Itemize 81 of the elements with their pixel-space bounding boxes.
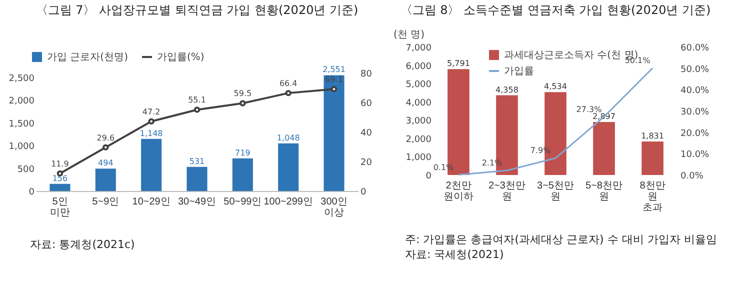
legend-label: 가입률(%) bbox=[157, 52, 204, 63]
y2-tick-label: 20 bbox=[360, 158, 372, 168]
y-tick-label: 0 bbox=[426, 172, 432, 182]
y-tick-label: 2,000 bbox=[406, 134, 432, 145]
data-label: 719 bbox=[235, 148, 250, 158]
y2-tick-label: 10.0% bbox=[680, 150, 710, 160]
bar bbox=[186, 166, 208, 191]
point bbox=[194, 106, 200, 113]
bar bbox=[324, 75, 344, 191]
data-label: 50.1% bbox=[624, 56, 651, 66]
y-tick-label: 3,000 bbox=[406, 116, 432, 127]
data-label: 27.3% bbox=[576, 104, 602, 114]
y-tick-label: 1,500 bbox=[8, 119, 35, 130]
data-label: 2,551 bbox=[322, 65, 346, 74]
bar bbox=[50, 184, 70, 191]
data-label: 4,534 bbox=[544, 82, 567, 92]
bar bbox=[232, 158, 253, 191]
x-tick-label: 2~3천만 원 bbox=[488, 180, 526, 202]
data-label: 69.1 bbox=[325, 75, 343, 84]
data-label: 1,831 bbox=[641, 132, 664, 141]
bar bbox=[95, 168, 116, 191]
chart-title: 〈그림 8〉 소득수준별 연금저축 가입 현황(2020년 기준) bbox=[400, 3, 711, 17]
bar bbox=[278, 143, 299, 191]
point bbox=[330, 86, 338, 92]
data-label: 47.2 bbox=[142, 107, 160, 116]
data-label: 1,048 bbox=[276, 133, 300, 142]
text: 주: 가입률은 총급여자(과세대상 근로자) 수 대비 가입자 비율임 bbox=[405, 232, 718, 247]
y-tick-label: 500 bbox=[17, 164, 35, 175]
text: 자료: 통계청(2021c) bbox=[30, 237, 136, 252]
x-tick-label: 30~49인 bbox=[178, 196, 216, 208]
y-tick-label: 1,000 bbox=[8, 142, 35, 152]
y2-tick-label: 40.0% bbox=[680, 86, 710, 96]
x-tick-label: 5인 미만 bbox=[50, 196, 70, 218]
x-tick-label: 5~9인 bbox=[92, 196, 120, 208]
point bbox=[148, 118, 154, 124]
x-tick-label: 50~99인 bbox=[224, 196, 262, 208]
y-tick-label: 5,000 bbox=[406, 80, 432, 90]
data-label: 29.6 bbox=[96, 133, 115, 142]
y2-tick-label: 60.0% bbox=[680, 44, 710, 54]
y2-tick-label: 40 bbox=[360, 128, 372, 138]
data-label: 66.4 bbox=[279, 79, 298, 88]
bar bbox=[642, 142, 664, 175]
data-label: 59.5 bbox=[234, 89, 252, 98]
y-tick-label: 4,000 bbox=[406, 98, 432, 108]
data-label: 55.1 bbox=[188, 96, 206, 105]
data-label: 5,791 bbox=[447, 59, 470, 68]
y-tick-label: 2,000 bbox=[8, 96, 35, 107]
y2-tick-label: 80 bbox=[360, 70, 372, 80]
y2-tick-label: 30.0% bbox=[680, 108, 710, 118]
bar bbox=[141, 138, 162, 191]
x-tick-label: 5~8천만 원 bbox=[586, 180, 622, 202]
x-tick-label: 300인 이상 bbox=[320, 196, 348, 218]
y2-tick-label: 60 bbox=[360, 99, 372, 109]
y-tick-label: 6,000 bbox=[406, 62, 432, 72]
point bbox=[240, 100, 246, 106]
point bbox=[285, 90, 292, 96]
bar bbox=[593, 122, 615, 175]
x-tick-label: 3~5천만 원 bbox=[537, 180, 574, 202]
x-tick-label: 8천만 원 초과 bbox=[640, 180, 666, 214]
x-tick-label: 10~29인 bbox=[132, 196, 170, 208]
y-tick-label: 2,500 bbox=[8, 74, 35, 84]
text: 자료: 국세청(2021) bbox=[405, 247, 505, 262]
x-tick-label: 2천만 원이하 bbox=[443, 180, 474, 202]
y-tick-label: 1,000 bbox=[406, 153, 432, 164]
data-label: 531 bbox=[189, 156, 205, 166]
y2-tick-label: 0.0% bbox=[680, 172, 704, 182]
point bbox=[102, 144, 109, 150]
data-label: 494 bbox=[98, 158, 114, 168]
y-axis-title: (천 명) bbox=[394, 30, 425, 40]
y2-tick-label: 50.0% bbox=[680, 64, 710, 75]
data-label: 1,148 bbox=[140, 128, 163, 138]
y-tick-label: 0 bbox=[28, 188, 35, 198]
legend-label: 가입률 bbox=[504, 66, 534, 77]
data-label: 4,358 bbox=[496, 85, 518, 94]
chart-title: 〈그림 7〉 사업장규모별 퇴직연금 가입 현황(2020년 기준) bbox=[36, 3, 358, 17]
data-label: 11.9 bbox=[51, 159, 69, 168]
y2-tick-label: 20.0% bbox=[680, 128, 710, 139]
x-tick-label: 100~299인 bbox=[264, 196, 313, 208]
y-tick-label: 7,000 bbox=[406, 44, 432, 54]
legend-label: 가입 근로자(천명) bbox=[47, 52, 128, 63]
y2-tick-label: 0 bbox=[360, 188, 366, 198]
